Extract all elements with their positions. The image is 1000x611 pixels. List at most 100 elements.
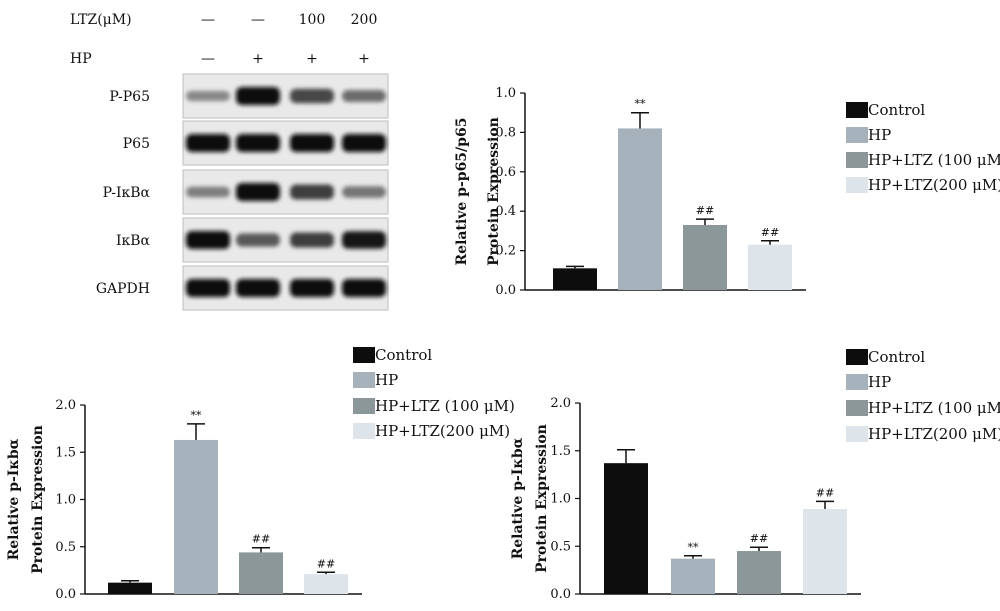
blot-band <box>236 87 280 105</box>
blot-band <box>186 90 230 102</box>
y-tick-label: 1.0 <box>495 86 516 101</box>
legend-swatch <box>353 372 375 388</box>
legend-swatch <box>353 423 375 439</box>
legend-swatch <box>846 374 868 390</box>
blot-band <box>342 134 386 152</box>
blot-band <box>236 183 280 201</box>
y-tick-label: 1.0 <box>55 493 76 508</box>
y-tick-label: 1.5 <box>55 445 76 460</box>
significance-annotation: ** <box>635 98 647 111</box>
legend-swatch <box>353 347 375 363</box>
significance-annotation: ** <box>191 409 203 422</box>
bar <box>671 558 715 594</box>
y-tick-label: 2.0 <box>55 398 76 413</box>
legend-label: Control <box>868 348 925 366</box>
treatment-value: + <box>306 51 318 67</box>
y-tick-label: 0.0 <box>55 587 76 602</box>
legend-label: HP+LTZ(200 μM) <box>868 176 1000 194</box>
band-label: P-P65 <box>109 89 150 105</box>
legend-label: HP+LTZ(200 μM) <box>868 425 1000 443</box>
blot-band <box>342 231 386 249</box>
treatment-label: HP <box>70 51 92 67</box>
legend-swatch <box>353 398 375 414</box>
blot-band <box>342 279 386 297</box>
bar <box>553 268 597 290</box>
y-tick-label: 0.0 <box>495 283 516 298</box>
blot-band <box>186 134 230 152</box>
blot-band <box>342 186 386 198</box>
chart-3: 0.0 0.5 1.0 1.5 2.0 Relative p-Iκbα Protein Ex… <box>510 348 1000 602</box>
bar <box>803 509 847 594</box>
y-tick-label: 0.0 <box>550 587 571 602</box>
y-tick-label: 0.6 <box>495 165 516 180</box>
bar <box>737 551 781 594</box>
legend-label: HP+LTZ (100 μM) <box>868 151 1000 169</box>
legend-label: Control <box>375 346 432 364</box>
bar <box>748 244 792 290</box>
y-axis-label: Relative p-Iκbα <box>6 438 22 560</box>
treatment-value: — <box>201 12 215 28</box>
treatment-value: — <box>201 51 215 67</box>
y-tick-label: 0.8 <box>495 125 516 140</box>
bar <box>683 224 727 290</box>
legend-swatch <box>846 152 868 168</box>
chart-2: 0.0 0.5 1.0 1.5 2.0 Relative p-Iκbα Protein Ex… <box>6 346 515 602</box>
blot-band <box>186 186 230 198</box>
treatment-value: — <box>251 12 265 28</box>
legend-swatch <box>846 177 868 193</box>
blot-band <box>186 279 230 297</box>
bar <box>304 574 348 594</box>
legend-swatch <box>846 426 868 442</box>
bar <box>239 552 283 594</box>
treatment-value: + <box>358 51 370 67</box>
blot-band <box>186 231 230 249</box>
legend-label: Control <box>868 101 925 119</box>
y-axis-label: Protein Expression <box>534 424 550 573</box>
y-tick-label: 0.4 <box>495 204 516 219</box>
bar <box>174 439 218 594</box>
blot-band <box>236 134 280 152</box>
blot-band <box>236 279 280 297</box>
treatment-value: + <box>252 51 264 67</box>
bar <box>604 463 648 594</box>
treatment-label: LTZ(μM) <box>70 12 132 28</box>
legend-label: HP <box>868 126 891 144</box>
y-axis-label: Relative p-Iκbα <box>510 437 526 559</box>
y-tick-label: 0.5 <box>55 540 76 555</box>
legend-label: HP+LTZ(200 μM) <box>375 422 510 440</box>
y-axis-label: Protein Expression <box>30 425 46 574</box>
significance-annotation: ## <box>696 204 714 217</box>
band-label: P-IκBα <box>103 185 151 201</box>
y-tick-label: 0.2 <box>495 244 516 259</box>
treatment-value: 100 <box>299 12 326 28</box>
legend-swatch <box>846 127 868 143</box>
band-label: IκBα <box>116 233 151 249</box>
significance-annotation: ** <box>688 541 700 554</box>
significance-annotation: ## <box>252 533 270 546</box>
y-axis-label: Protein Expression <box>486 117 502 266</box>
blot-band <box>342 90 386 102</box>
blot-band <box>290 134 334 152</box>
blot-band <box>290 232 334 248</box>
legend-label: HP <box>868 373 891 391</box>
significance-annotation: ## <box>816 486 834 499</box>
band-label: P65 <box>123 136 150 152</box>
blot-band <box>236 233 280 247</box>
bar <box>618 128 662 290</box>
y-tick-label: 1.0 <box>550 492 571 507</box>
band-label: GAPDH <box>96 281 150 297</box>
blot-band <box>290 279 334 297</box>
y-tick-label: 2.0 <box>550 396 571 411</box>
significance-annotation: ## <box>761 226 779 239</box>
y-tick-label: 0.5 <box>550 539 571 554</box>
legend-label: HP <box>375 371 398 389</box>
blot-band <box>290 88 334 104</box>
treatment-value: 200 <box>351 12 378 28</box>
y-tick-label: 1.5 <box>550 444 571 459</box>
significance-annotation: ## <box>317 557 335 570</box>
legend-swatch <box>846 400 868 416</box>
chart-1: 0.0 0.2 0.4 0.6 0.8 1.0 Relative p-p65/p65 Prot… <box>454 86 1000 298</box>
significance-annotation: ## <box>750 532 768 545</box>
